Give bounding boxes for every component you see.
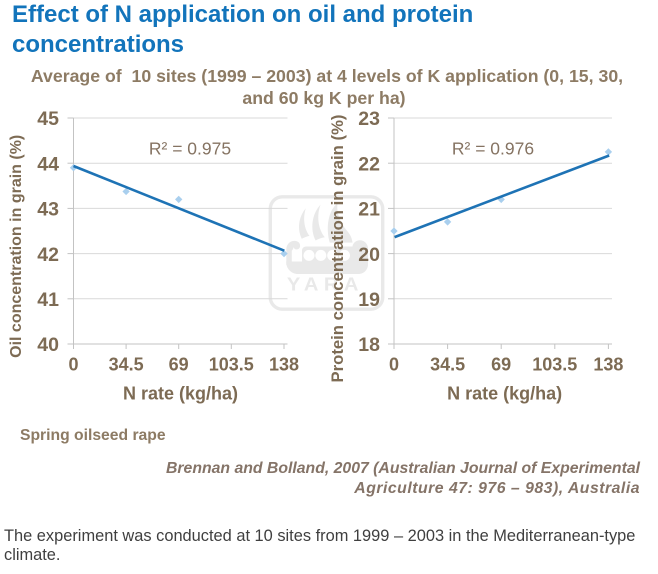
svg-text:21: 21: [358, 199, 380, 221]
svg-text:34.5: 34.5: [430, 355, 465, 375]
svg-text:22: 22: [358, 153, 380, 175]
svg-text:41: 41: [37, 289, 59, 311]
svg-text:N rate (kg/ha): N rate (kg/ha): [447, 384, 562, 404]
svg-text:45: 45: [37, 108, 59, 130]
svg-text:43: 43: [37, 199, 59, 221]
svg-text:YARA: YARA: [287, 274, 364, 295]
svg-text:34.5: 34.5: [109, 355, 144, 375]
svg-text:18: 18: [358, 334, 380, 356]
svg-text:20: 20: [358, 244, 380, 266]
svg-text:23: 23: [358, 108, 380, 130]
svg-text:19: 19: [358, 289, 380, 311]
svg-text:44: 44: [37, 153, 59, 175]
svg-text:69: 69: [491, 355, 511, 375]
svg-text:R² = 0.976: R² = 0.976: [452, 139, 534, 159]
svg-text:138: 138: [269, 355, 299, 375]
svg-text:42: 42: [37, 244, 59, 266]
svg-text:N rate (kg/ha): N rate (kg/ha): [123, 384, 238, 404]
svg-text:103.5: 103.5: [209, 355, 254, 375]
svg-text:R² = 0.975: R² = 0.975: [149, 139, 231, 159]
svg-text:40: 40: [37, 334, 59, 356]
svg-text:103.5: 103.5: [532, 355, 577, 375]
svg-text:Oil concentration in grain (%): Oil concentration in grain (%): [8, 135, 25, 358]
svg-text:0: 0: [68, 355, 78, 375]
svg-text:Protein concentration in grain: Protein concentration in grain (%): [328, 115, 347, 383]
svg-text:138: 138: [593, 355, 623, 375]
svg-text:69: 69: [169, 355, 189, 375]
svg-text:0: 0: [389, 355, 399, 375]
